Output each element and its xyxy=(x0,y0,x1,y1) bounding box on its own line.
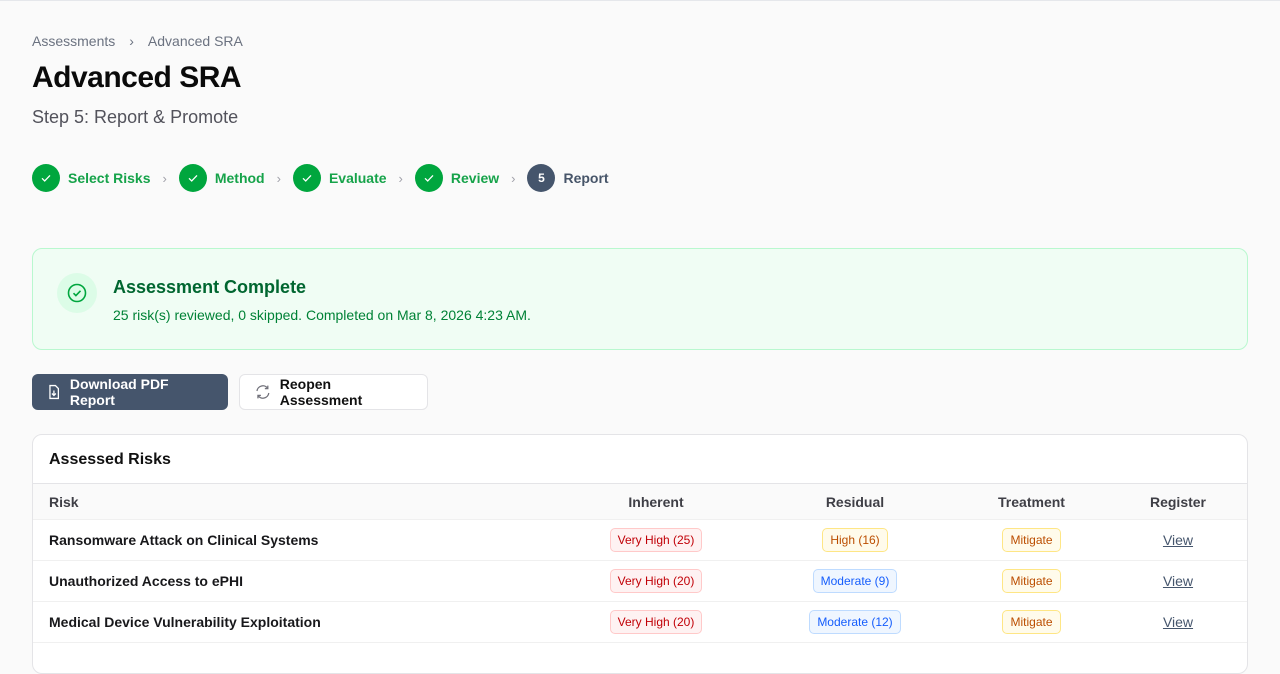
completion-banner: Assessment Complete 25 risk(s) reviewed,… xyxy=(32,248,1248,350)
chevron-right-icon: › xyxy=(162,170,167,186)
risk-name: Ransomware Attack on Clinical Systems xyxy=(49,532,319,548)
check-icon xyxy=(32,164,60,192)
table-row: Unauthorized Access to ePHI Very High (2… xyxy=(33,561,1247,602)
breadcrumb: Assessments › Advanced SRA xyxy=(32,33,243,49)
treatment-badge: Mitigate xyxy=(1002,528,1061,552)
step-review: Review xyxy=(414,164,500,192)
step-label: Report xyxy=(563,170,609,186)
assessed-risks-card: Assessed Risks Risk Inherent Residual Tr… xyxy=(32,434,1248,674)
check-icon xyxy=(178,164,207,192)
inherent-badge: Very High (20) xyxy=(609,610,703,634)
inherent-badge: Very High (25) xyxy=(609,528,703,552)
step-report: 5 Report xyxy=(527,164,609,192)
banner-title: Assessment Complete xyxy=(113,277,307,297)
banner-text: 25 risk(s) reviewed, 0 skipped. Complete… xyxy=(113,307,531,323)
chevron-right-icon: › xyxy=(129,33,134,49)
breadcrumb-current: Advanced SRA xyxy=(147,33,243,49)
view-register-link[interactable]: View xyxy=(1162,614,1194,630)
header-risk: Risk xyxy=(49,493,79,510)
risk-name: Medical Device Vulnerability Exploitatio… xyxy=(49,614,321,630)
reopen-label: Reopen Assessment xyxy=(279,376,363,408)
step-label: Method xyxy=(214,170,265,186)
residual-badge: Moderate (9) xyxy=(812,569,898,593)
residual-badge: Moderate (12) xyxy=(809,610,901,634)
view-register-link[interactable]: View xyxy=(1162,573,1194,589)
step-method: Method xyxy=(178,164,265,192)
header-register: Register xyxy=(1149,493,1207,510)
header-inherent: Inherent xyxy=(628,493,684,510)
check-circle-icon xyxy=(57,273,97,313)
table-header: Risk Inherent Residual Treatment Registe… xyxy=(33,484,1247,520)
step-number: 5 xyxy=(527,164,556,192)
download-label: Download PDF Report xyxy=(69,376,169,408)
stepper: Select Risks › Method › Evaluate › Review › 5 Rep… xyxy=(32,164,609,192)
refresh-icon xyxy=(256,385,270,399)
step-label: Review xyxy=(450,170,500,186)
check-icon xyxy=(414,164,443,192)
treatment-badge: Mitigate xyxy=(1002,569,1061,593)
download-pdf-button[interactable]: Download PDF Report xyxy=(32,374,228,410)
residual-badge: High (16) xyxy=(822,528,888,552)
chevron-right-icon: › xyxy=(511,170,516,186)
step-evaluate: Evaluate xyxy=(292,164,387,192)
step-select-risks: Select Risks xyxy=(32,164,151,192)
page-title: Advanced SRA xyxy=(32,61,242,94)
table-row: Medical Device Vulnerability Exploitatio… xyxy=(33,602,1247,643)
view-register-link[interactable]: View xyxy=(1162,532,1194,548)
chevron-right-icon: › xyxy=(276,170,281,186)
reopen-assessment-button[interactable]: Reopen Assessment xyxy=(239,374,428,410)
step-label: Evaluate xyxy=(328,170,387,186)
header-residual: Residual xyxy=(825,493,885,510)
chevron-right-icon: › xyxy=(398,170,403,186)
file-download-icon xyxy=(49,384,60,400)
breadcrumb-assessments[interactable]: Assessments xyxy=(32,33,116,49)
risk-name: Unauthorized Access to ePHI xyxy=(49,573,243,589)
inherent-badge: Very High (20) xyxy=(609,569,703,593)
treatment-badge: Mitigate xyxy=(1002,610,1061,634)
page-subtitle: Step 5: Report & Promote xyxy=(32,107,239,127)
table-row: Ransomware Attack on Clinical Systems Ve… xyxy=(33,520,1247,561)
check-icon xyxy=(292,164,321,192)
card-title: Assessed Risks xyxy=(33,435,1247,484)
header-treatment: Treatment xyxy=(998,493,1065,510)
step-label: Select Risks xyxy=(68,170,151,186)
